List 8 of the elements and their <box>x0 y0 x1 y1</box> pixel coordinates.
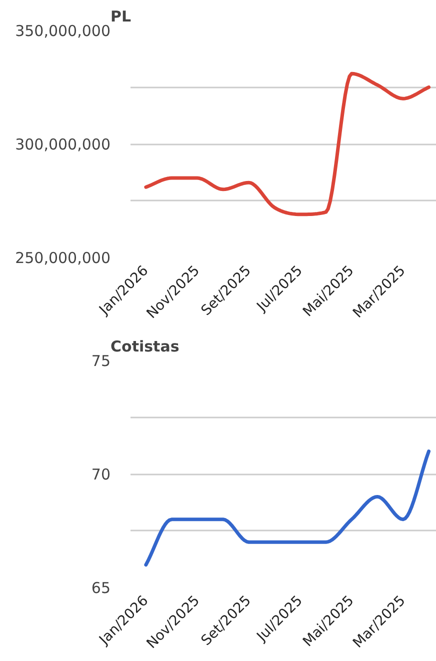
y-tick-label: 300,000,000 <box>15 136 111 154</box>
y-tick-label: 70 <box>91 466 111 484</box>
y-tick-label: 350,000,000 <box>15 22 111 40</box>
chart-title: Cotistas <box>110 338 180 356</box>
y-tick-label: 75 <box>91 352 111 370</box>
chart-title: PL <box>110 8 132 26</box>
y-tick-label: 250,000,000 <box>15 249 111 267</box>
y-tick-label: 65 <box>91 579 111 597</box>
